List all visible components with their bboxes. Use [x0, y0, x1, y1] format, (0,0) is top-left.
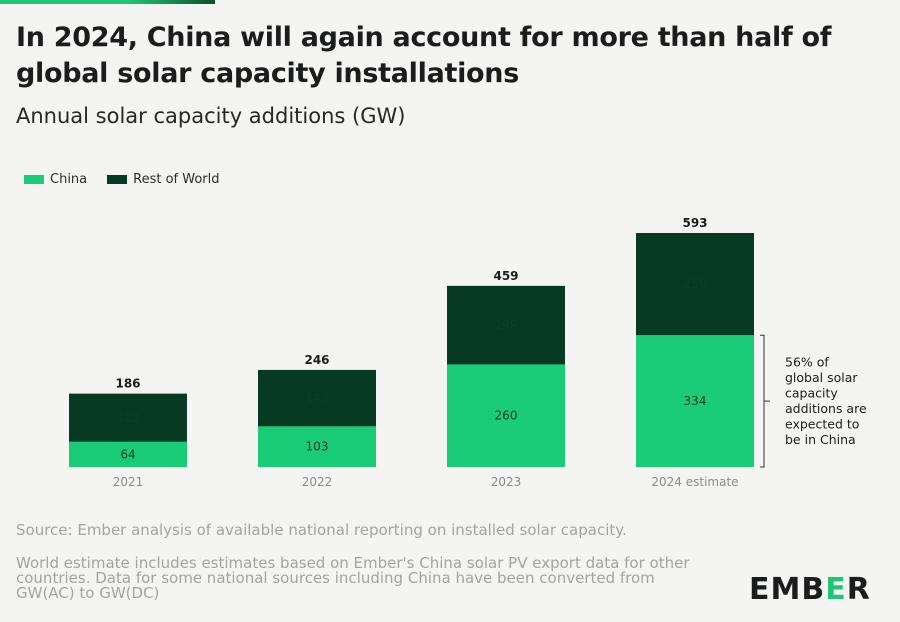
legend-item-rest-of-world: Rest of World [107, 172, 220, 187]
bar-rest-of-world-2021 [69, 393, 187, 442]
logo-mark: E [825, 572, 847, 607]
bar-rest-of-world-2024-estimate [636, 233, 754, 336]
legend: China Rest of World [24, 172, 220, 187]
annotation-bracket [760, 334, 765, 468]
chart-subtitle: Annual solar capacity additions (GW) [16, 104, 406, 128]
data-label-china-2023: 260 [495, 409, 518, 423]
data-label-rest-of-world-2022: 143 [306, 391, 329, 405]
top-accent-bar [0, 0, 215, 4]
total-label-2023: 459 [493, 269, 518, 283]
bar-china-2021 [69, 441, 187, 467]
annotation-line-2: global solar [785, 370, 858, 385]
x-tick-label-2024-estimate: 2024 estimate [651, 475, 738, 489]
legend-swatch-china [24, 175, 44, 184]
methodology-note: World estimate includes estimates based … [16, 554, 690, 602]
annotation-line-5: expected to [785, 416, 859, 431]
x-tick-label-2023: 2023 [491, 475, 522, 489]
annotation-line-6: be in China [785, 432, 856, 447]
data-label-rest-of-world-2023: 199 [495, 318, 518, 332]
annotation-line-4: additions are [785, 401, 867, 416]
ember-logo: EMBER [749, 572, 871, 607]
bar-china-2023 [447, 364, 565, 467]
x-tick-label-2021: 2021 [113, 475, 144, 489]
data-label-rest-of-world-2021: 122 [117, 411, 140, 425]
legend-item-china: China [24, 172, 87, 187]
legend-swatch-rest-of-world [107, 175, 128, 184]
data-label-china-2024-estimate: 334 [684, 394, 707, 408]
data-label-rest-of-world-2024-estimate: 259 [684, 277, 707, 291]
annotation-line-1: 56% of [785, 354, 829, 369]
data-label-china-2022: 103 [306, 440, 329, 454]
bar-rest-of-world-2023 [447, 285, 565, 365]
x-tick-label-2022: 2022 [302, 475, 333, 489]
legend-label-rest-of-world: Rest of World [133, 172, 220, 187]
total-label-2024-estimate: 593 [682, 216, 707, 230]
bar-china-2022 [258, 426, 376, 467]
legend-label-china: China [50, 172, 88, 187]
source-note: Source: Ember analysis of available nati… [16, 521, 627, 539]
annotation-line-3: capacity [785, 385, 838, 400]
bar-china-2024-estimate [636, 335, 754, 467]
total-label-2022: 246 [304, 353, 329, 367]
data-label-china-2021: 64 [120, 447, 135, 461]
chart-title: In 2024, China will again account for mo… [16, 22, 832, 89]
bar-rest-of-world-2022 [258, 369, 376, 427]
total-label-2021: 186 [115, 377, 140, 391]
